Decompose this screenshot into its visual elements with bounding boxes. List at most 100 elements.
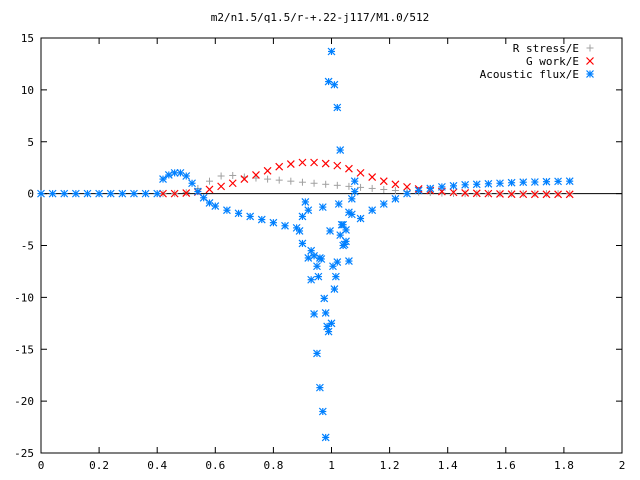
series-3 — [37, 47, 574, 442]
y-tick-label: -10 — [14, 291, 34, 304]
data-point — [345, 208, 353, 217]
data-point — [350, 177, 359, 186]
data-point — [263, 166, 272, 175]
data-point — [333, 103, 342, 112]
data-point — [298, 158, 307, 167]
x-tick-label: 0 — [38, 459, 45, 472]
x-tick-label: 0.4 — [147, 459, 167, 472]
x-tick-label: 0.6 — [205, 459, 225, 472]
data-point — [337, 220, 346, 229]
data-point — [403, 182, 411, 191]
x-tick-label: 1.6 — [496, 459, 516, 472]
data-point — [159, 175, 167, 184]
data-point — [314, 272, 323, 281]
data-point — [130, 189, 138, 198]
data-point — [205, 177, 213, 185]
y-tick-label: 15 — [21, 32, 34, 45]
data-point — [449, 181, 458, 190]
data-point — [310, 310, 318, 318]
data-point — [472, 189, 481, 198]
data-point — [318, 203, 327, 212]
data-point — [379, 177, 388, 186]
data-point — [240, 175, 249, 184]
x-tick-label: 1 — [328, 459, 335, 472]
data-point — [287, 177, 295, 185]
data-point — [304, 206, 313, 215]
y-tick-label: -15 — [14, 343, 34, 356]
data-point — [246, 212, 255, 221]
data-point — [310, 179, 318, 187]
data-point — [217, 182, 226, 191]
y-tick-label: 10 — [21, 84, 34, 97]
data-point — [330, 80, 339, 89]
data-point — [141, 189, 150, 198]
x-tick-label: 1.2 — [380, 459, 400, 472]
data-point — [313, 349, 321, 358]
y-tick-label: -20 — [14, 395, 34, 408]
data-point — [368, 184, 376, 192]
data-point — [264, 175, 272, 183]
data-point — [313, 262, 321, 271]
data-point — [461, 180, 470, 189]
data-point — [565, 177, 574, 186]
legend-marker — [586, 70, 594, 78]
data-point — [347, 194, 356, 203]
data-point — [257, 215, 266, 224]
x-tick-label: 1.4 — [438, 459, 458, 472]
x-tick-label: 1.8 — [554, 459, 574, 472]
y-tick-label: -25 — [14, 447, 34, 460]
plot-frame — [40, 37, 623, 454]
data-point — [507, 190, 516, 199]
data-point — [345, 164, 353, 173]
data-point — [153, 189, 162, 198]
data-point — [304, 254, 313, 262]
data-point — [326, 227, 334, 235]
data-point — [205, 185, 214, 194]
data-point — [554, 177, 563, 186]
data-point — [414, 186, 423, 195]
data-point — [315, 383, 324, 392]
data-point — [379, 200, 388, 208]
data-point — [356, 168, 365, 177]
data-point — [182, 172, 191, 180]
data-point — [345, 257, 353, 265]
data-point — [496, 179, 504, 188]
data-point — [182, 189, 191, 198]
data-point — [426, 184, 435, 193]
data-point — [318, 407, 327, 416]
data-point — [403, 189, 411, 198]
data-point — [252, 171, 260, 179]
data-point — [350, 187, 359, 196]
data-point — [507, 178, 516, 187]
data-point — [336, 146, 345, 154]
data-point — [327, 319, 336, 328]
data-point — [286, 160, 295, 168]
data-point — [472, 180, 481, 189]
data-point — [298, 178, 306, 186]
legend-label: Acoustic flux/E — [480, 68, 579, 81]
x-tick-label: 2 — [619, 459, 626, 472]
y-tick-label: 5 — [27, 136, 34, 149]
data-point — [496, 190, 504, 198]
data-point — [301, 198, 310, 206]
data-point — [368, 206, 377, 215]
data-point — [298, 239, 307, 248]
data-point — [295, 227, 304, 235]
data-point — [554, 190, 563, 199]
data-point — [281, 221, 289, 230]
axes-layer: 0 0.2 0.4 0.6 0.8 1 1.2 1.4 1.6 1.8 2 15 10 5 0 -5 -10 -1… — [14, 32, 625, 472]
data-point — [519, 178, 528, 187]
data-point — [542, 190, 551, 199]
y-tick-label: 0 — [27, 188, 34, 201]
data-point — [484, 179, 493, 188]
x-tick-label: 0.2 — [89, 459, 109, 472]
data-point — [323, 322, 332, 331]
data-point — [159, 189, 167, 198]
data-point — [330, 285, 339, 293]
data-point — [333, 161, 342, 170]
chart-title: m2/n1.5/q1.5/r-+.22-j117/M1.0/512 — [211, 11, 430, 24]
data-point — [357, 183, 365, 191]
data-point — [234, 209, 243, 218]
data-point — [391, 180, 400, 189]
